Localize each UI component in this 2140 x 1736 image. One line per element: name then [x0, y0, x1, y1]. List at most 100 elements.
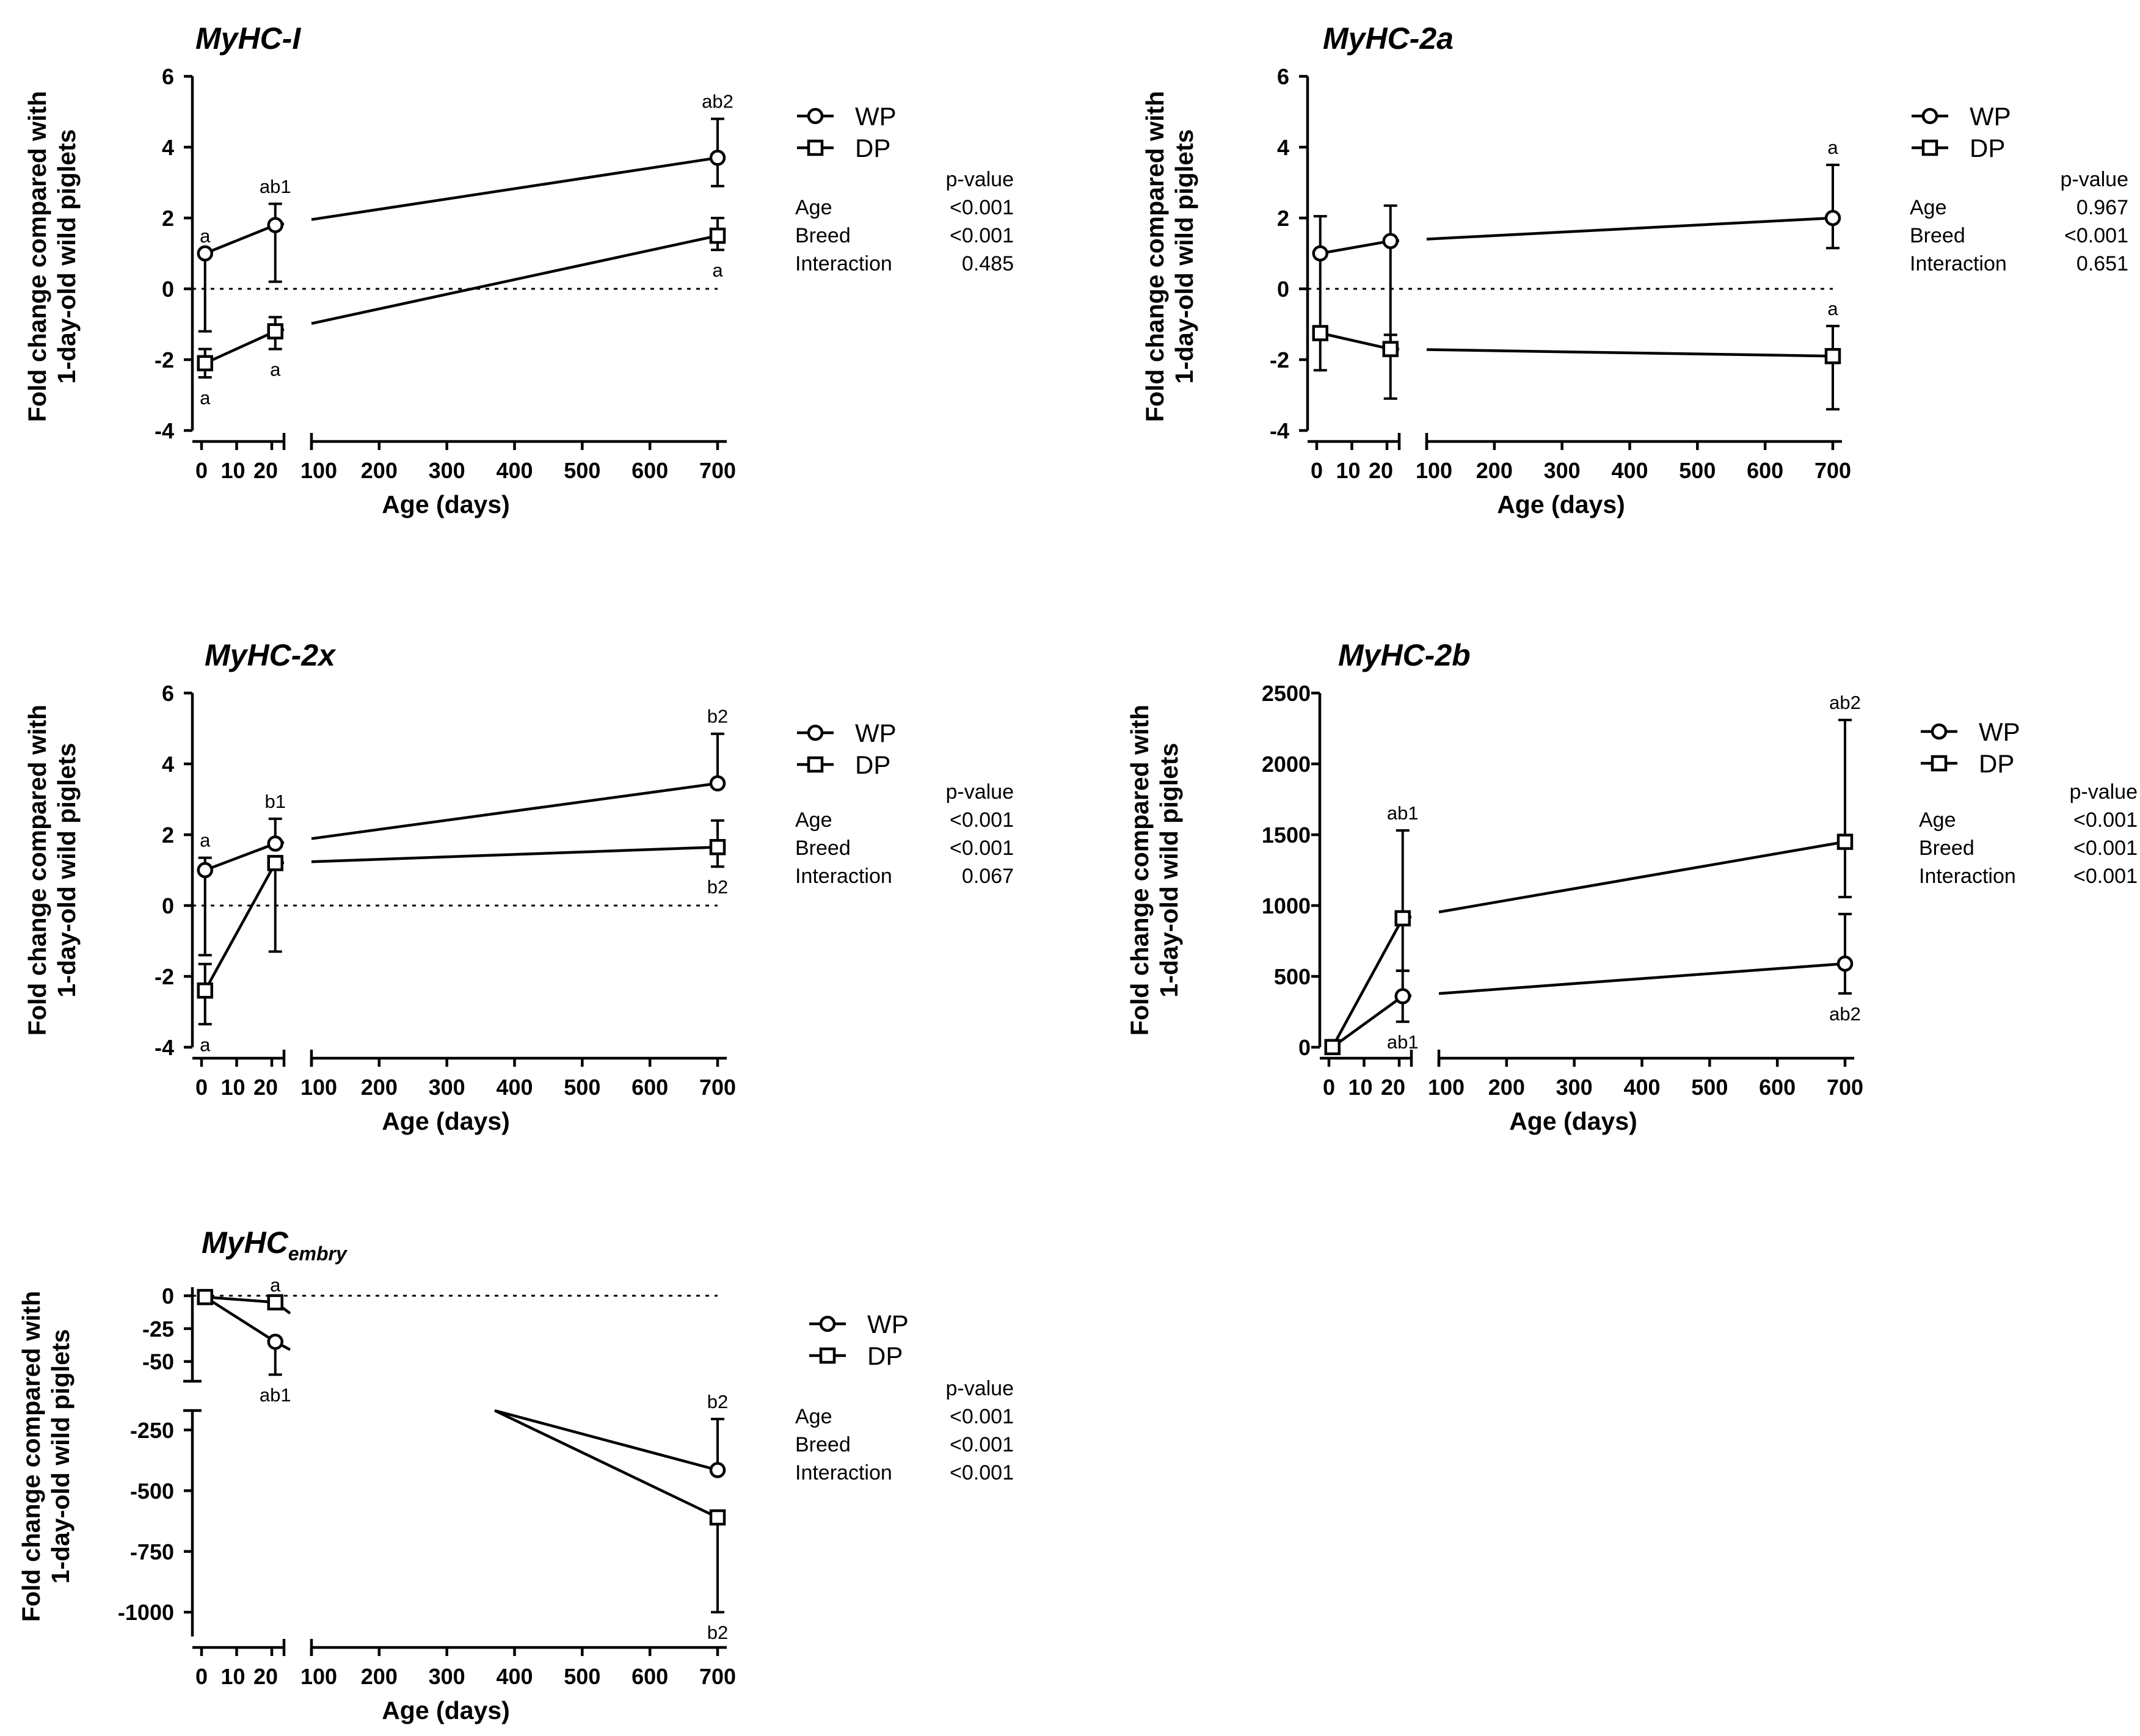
y-axis-label-line2: 1-day-old wild piglets: [46, 1329, 75, 1584]
x-tick-label: 300: [1556, 1075, 1593, 1100]
significance-label: ab1: [1387, 1031, 1419, 1053]
significance-label: a: [712, 260, 723, 281]
y-tick-label: 4: [1277, 135, 1289, 160]
x-tick-label: 400: [496, 1075, 533, 1100]
y-tick-label: 4: [162, 135, 174, 160]
dp-marker: [1921, 139, 1938, 156]
dp-marker: [197, 1288, 213, 1306]
stats-label: Interaction: [795, 252, 892, 275]
dp-marker: [1836, 833, 1854, 850]
wp-marker: [819, 1315, 836, 1332]
significance-label: b2: [707, 1391, 728, 1412]
x-tick-label: 0: [1323, 1075, 1335, 1100]
dp-line-early: [204, 330, 276, 365]
legend-label-wp: WP: [1970, 102, 2011, 131]
x-tick-label: 700: [699, 1075, 736, 1100]
y-axis-label: Fold change compared with1-day-old wild …: [1126, 705, 1183, 1036]
x-tick-label: 0: [1311, 458, 1323, 483]
dp-marker: [267, 855, 283, 871]
dp-marker: [1394, 910, 1411, 927]
x-tick-label: 600: [1747, 458, 1783, 483]
x-tick-label: 600: [1759, 1075, 1796, 1100]
significance-label: a: [1827, 137, 1838, 158]
y-axis-label-line2: 1-day-old wild piglets: [1155, 743, 1183, 998]
legend-label-dp: DP: [855, 134, 890, 162]
dp-marker: [267, 323, 283, 340]
x-tick-label: 20: [253, 1664, 278, 1689]
x-axis-label: Age (days): [382, 1107, 510, 1135]
x-axis-label: Age (days): [1497, 490, 1625, 518]
y-axis-label-line1: Fold change compared with: [17, 1291, 45, 1622]
significance-label: a: [200, 225, 211, 247]
y-tick-label: -1000: [118, 1600, 174, 1625]
significance-label: b2: [707, 876, 728, 898]
legend-label-dp: DP: [1979, 749, 2014, 778]
legend-label-wp: WP: [855, 719, 897, 747]
x-tick-label: 300: [429, 1664, 465, 1689]
x-tick-label: 20: [253, 1075, 278, 1100]
chart-panel-myhc-2a: MyHC-2a Fold change compared with1-day-ol…: [1141, 21, 2128, 518]
wp-marker: [1836, 955, 1854, 972]
dp-marker: [197, 982, 213, 999]
stats-header: p-value: [2069, 780, 2138, 804]
stats-value: <0.001: [2073, 837, 2138, 860]
x-tick-label: 200: [361, 458, 398, 483]
dp-marker: [709, 839, 726, 855]
dp-line-late: [311, 846, 718, 863]
significance-label: b1: [265, 791, 286, 812]
x-tick-label: 500: [564, 1075, 600, 1100]
stats-value: <0.001: [2073, 865, 2138, 888]
stats-label: Interaction: [795, 1461, 892, 1484]
significance-label: a: [200, 1034, 211, 1055]
wp-line-late: [311, 156, 718, 221]
chart-panel-myhc-embry: MyHCembry Fold change compared with1-day-…: [17, 1226, 1014, 1724]
x-tick-label: 400: [496, 458, 533, 483]
chart-title: MyHC-I: [195, 21, 301, 56]
y-axis-label-line1: Fold change compared with: [23, 91, 51, 422]
wp-line-late: [1438, 962, 1846, 995]
stats-value: <0.001: [950, 808, 1014, 832]
y-tick-label: -2: [155, 964, 174, 989]
y-tick-label: 2000: [1262, 752, 1311, 777]
stats-value: <0.001: [2064, 224, 2128, 247]
dp-marker: [709, 227, 726, 244]
significance-label: a: [200, 830, 211, 851]
y-tick-label: 1500: [1262, 823, 1311, 848]
wp-marker: [1921, 107, 1938, 125]
x-tick-label: 0: [195, 458, 208, 483]
x-tick-label: 300: [1544, 458, 1581, 483]
chart-title: MyHC-2a: [1323, 21, 1454, 56]
legend-label-dp: DP: [867, 1342, 903, 1370]
y-axis-label-line2: 1-day-old wild piglets: [53, 129, 81, 384]
legend-label-wp: WP: [867, 1310, 909, 1338]
wp-marker: [267, 835, 283, 852]
wp-line-early: [1320, 239, 1391, 255]
stats-label: Age: [1919, 808, 1956, 832]
x-tick-label: 700: [699, 1664, 736, 1689]
chart-title: MyHC-2x: [205, 638, 337, 672]
dp-line-early: [1331, 917, 1404, 1048]
chart-panel-myhc-2x: MyHC-2x Fold change compared with1-day-ol…: [23, 638, 1014, 1135]
dp-marker: [1931, 755, 1948, 772]
dp-marker: [1382, 341, 1399, 357]
y-tick-label: 0: [1277, 277, 1289, 302]
x-tick-label: 500: [1679, 458, 1716, 483]
x-tick-label: 100: [1428, 1075, 1465, 1100]
stats-label: Age: [1910, 196, 1947, 219]
x-tick-label: 100: [300, 458, 337, 483]
x-tick-label: 300: [429, 458, 465, 483]
x-tick-label: 700: [1814, 458, 1851, 483]
dp-line-late: [1426, 348, 1833, 358]
wp-marker: [1382, 233, 1399, 249]
wp-marker: [807, 107, 824, 125]
wp-line-early: [204, 223, 276, 255]
x-tick-label: 700: [699, 458, 736, 483]
x-tick-label: 20: [1381, 1075, 1405, 1100]
y-axis-label-line1: Fold change compared with: [1141, 91, 1169, 422]
x-tick-label: 10: [220, 458, 245, 483]
x-tick-label: 0: [195, 1075, 208, 1100]
legend-label-dp: DP: [855, 750, 890, 779]
stats-header: p-value: [945, 1377, 1014, 1400]
stats-value: <0.001: [950, 1433, 1014, 1456]
